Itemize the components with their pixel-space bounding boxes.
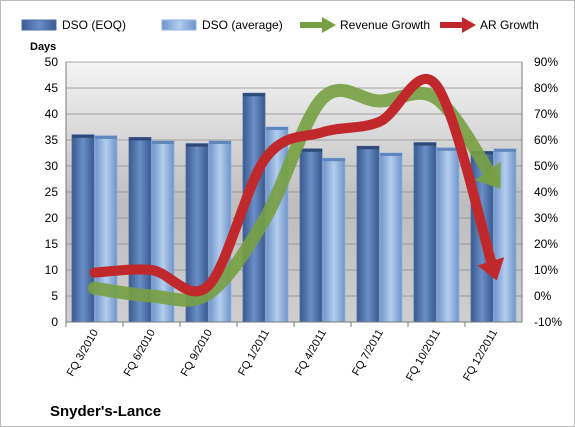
bar-cap bbox=[152, 141, 174, 145]
bar-cap bbox=[243, 93, 265, 97]
ar-growth-arrowhead bbox=[477, 257, 505, 281]
bar-cap bbox=[266, 127, 288, 130]
y-tick-label: 10 bbox=[45, 263, 59, 277]
bar-dso-average bbox=[436, 147, 460, 323]
legend-label: Revenue Growth bbox=[340, 18, 430, 32]
chart-title: Snyder's-Lance bbox=[50, 403, 161, 420]
growth-lines bbox=[88, 74, 505, 307]
y-tick-label: 0 bbox=[51, 315, 58, 329]
y2-tick-label: 70% bbox=[534, 107, 558, 121]
bar-cap bbox=[380, 153, 402, 156]
y-tick-label: 30 bbox=[45, 159, 59, 173]
bar-dso-eoq bbox=[356, 145, 380, 323]
y2-tick-label: -10% bbox=[534, 315, 562, 329]
legend-label: DSO (EOQ) bbox=[62, 18, 126, 32]
y-axis-label: Days bbox=[30, 41, 56, 53]
y-tick-label: 15 bbox=[45, 237, 59, 251]
legend-arrow bbox=[322, 17, 336, 33]
bar-cap bbox=[186, 143, 208, 147]
legend-label: AR Growth bbox=[480, 18, 539, 32]
bar-dso-average bbox=[379, 152, 403, 323]
y2-tick-label: 90% bbox=[534, 55, 558, 69]
y2-tick-label: 0% bbox=[534, 289, 552, 303]
y-tick-label: 40 bbox=[45, 107, 59, 121]
legend: DSO (EOQ) DSO (average) Revenue Growth AR G… bbox=[21, 17, 539, 33]
ar-growth-line bbox=[89, 74, 499, 297]
y2-tick-label: 30% bbox=[534, 211, 558, 225]
y2-tick-label: 40% bbox=[534, 185, 558, 199]
bar-dso-average bbox=[322, 157, 346, 323]
legend-swatch bbox=[161, 19, 197, 31]
y2-tick-label: 10% bbox=[534, 263, 558, 277]
bar-cap bbox=[95, 135, 117, 139]
bar-cap bbox=[129, 137, 151, 141]
y2-tick-label: 50% bbox=[534, 159, 558, 173]
bar-dso-eoq bbox=[413, 142, 437, 323]
revenue-growth-arrowhead bbox=[474, 161, 501, 189]
y-tick-label: 5 bbox=[51, 289, 58, 303]
legend-label: DSO (average) bbox=[202, 18, 283, 32]
bar-cap bbox=[72, 134, 94, 138]
bar-cap bbox=[494, 148, 516, 152]
y2-tick-label: 80% bbox=[534, 81, 558, 95]
y-tick-label: 45 bbox=[45, 81, 59, 95]
y2-tick-label: 60% bbox=[534, 133, 558, 147]
y-tick-label: 35 bbox=[45, 133, 59, 147]
bar-dso-eoq bbox=[299, 148, 323, 323]
bar-cap bbox=[357, 146, 379, 150]
bar-cap bbox=[414, 142, 436, 146]
bar-cap bbox=[437, 147, 459, 151]
legend-swatch bbox=[21, 19, 57, 31]
bar-dso-eoq bbox=[71, 134, 95, 323]
y-tick-label: 25 bbox=[45, 185, 59, 199]
bar-cap bbox=[323, 158, 345, 162]
y2-tick-label: 20% bbox=[534, 237, 558, 251]
legend-arrow bbox=[462, 17, 476, 33]
y-tick-label: 20 bbox=[45, 211, 59, 225]
bar-cap bbox=[209, 141, 231, 145]
bar-cap bbox=[300, 148, 322, 152]
y-tick-label: 50 bbox=[45, 55, 59, 69]
